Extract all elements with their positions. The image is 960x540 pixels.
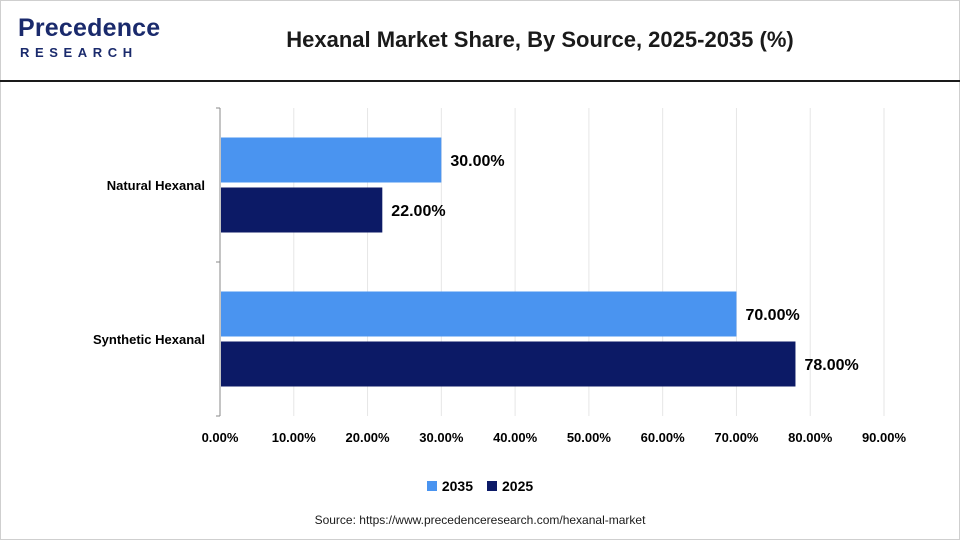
legend-item-2035: 2035 xyxy=(426,478,473,494)
data-label-synthetic-hexanal-2035: 70.00% xyxy=(745,307,799,324)
x-tick-label-80: 80.00% xyxy=(788,430,833,445)
x-tick-label-60: 60.00% xyxy=(641,430,686,445)
x-tick-label-10: 10.00% xyxy=(272,430,317,445)
logo-subtitle: RESEARCH xyxy=(20,45,138,60)
chart-legend: 2035 2025 xyxy=(0,478,960,494)
data-label-natural-hexanal-2035: 30.00% xyxy=(450,153,504,170)
category-label-synthetic-hexanal: Synthetic Hexanal xyxy=(93,332,205,347)
legend-swatch-2035 xyxy=(426,481,437,491)
source-note: Source: https://www.precedenceresearch.c… xyxy=(314,513,646,527)
x-tick-label-20: 20.00% xyxy=(346,430,391,445)
header: Precedence RESEARCH Hexanal Market Share… xyxy=(0,0,960,82)
data-label-natural-hexanal-2025: 22.00% xyxy=(391,203,445,220)
legend-swatch-2025 xyxy=(487,481,497,491)
legend-label-2025: 2025 xyxy=(502,478,534,494)
x-tick-label-0: 0.00% xyxy=(202,430,239,445)
bar-synthetic-hexanal-2035 xyxy=(221,291,737,337)
bar-synthetic-hexanal-2025 xyxy=(221,341,796,387)
legend-item-2025: 2025 xyxy=(487,478,533,494)
category-label-natural-hexanal: Natural Hexanal xyxy=(107,178,205,193)
legend-label-2035: 2035 xyxy=(441,478,473,494)
x-tick-label-50: 50.00% xyxy=(567,430,612,445)
x-tick-label-40: 40.00% xyxy=(493,430,538,445)
x-tick-label-30: 30.00% xyxy=(419,430,464,445)
bar-natural-hexanal-2025 xyxy=(221,187,383,233)
x-tick-label-90: 90.00% xyxy=(862,430,907,445)
precedence-research-logo: Precedence RESEARCH xyxy=(18,14,168,64)
x-tick-label-70: 70.00% xyxy=(714,430,759,445)
logo-wordmark: Precedence xyxy=(18,14,161,42)
chart-title: Hexanal Market Share, By Source, 2025-20… xyxy=(286,27,794,52)
data-label-synthetic-hexanal-2025: 78.00% xyxy=(804,357,858,374)
bar-natural-hexanal-2035 xyxy=(221,137,442,183)
